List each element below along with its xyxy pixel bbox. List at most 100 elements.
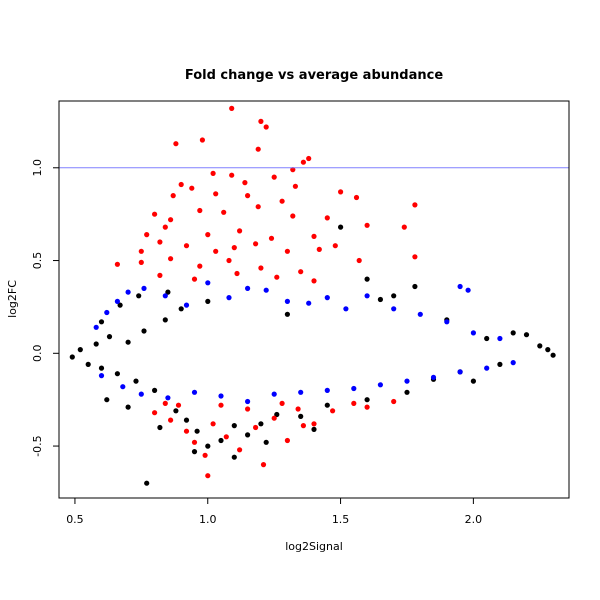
data-point-s2-35 — [268, 235, 275, 241]
data-point-s0-26 — [404, 389, 410, 395]
data-point-s2-54 — [356, 257, 362, 264]
data-point-s2-12 — [178, 181, 184, 188]
data-point-s2-29 — [324, 215, 330, 221]
data-point-s0-50 — [136, 293, 142, 299]
data-point-s1-21 — [98, 373, 105, 379]
data-point-s2-16 — [170, 193, 176, 199]
data-point-s2-34 — [237, 228, 243, 234]
data-point-s2-30 — [364, 222, 370, 228]
data-point-s0-42 — [157, 424, 163, 431]
data-point-s1-35 — [457, 369, 463, 375]
data-point-s0-25 — [364, 397, 370, 403]
data-point-s2-19 — [279, 198, 285, 204]
data-point-s2-80 — [245, 406, 251, 412]
data-point-s2-6 — [300, 159, 306, 165]
data-point-s2-32 — [162, 224, 168, 230]
data-point-s0-24 — [324, 402, 330, 408]
data-point-s2-43 — [253, 241, 259, 247]
data-point-s0-37 — [412, 283, 418, 290]
data-point-s0-14 — [194, 428, 200, 434]
data-point-s2-50 — [197, 263, 203, 269]
data-point-s2-1 — [258, 118, 264, 124]
data-point-s2-26 — [221, 209, 227, 215]
data-point-s2-11 — [290, 167, 296, 173]
data-point-s0-45 — [263, 439, 269, 445]
data-point-s1-28 — [271, 391, 277, 397]
data-point-s2-61 — [152, 410, 158, 416]
data-point-s0-41 — [125, 404, 131, 410]
data-point-s0-29 — [484, 335, 490, 342]
data-point-s0-10 — [152, 387, 158, 393]
data-point-s0-18 — [245, 432, 251, 438]
data-point-s2-39 — [157, 239, 163, 245]
data-point-s1-16 — [391, 306, 397, 312]
data-point-s0-32 — [545, 347, 551, 353]
data-point-s2-78 — [205, 473, 211, 479]
data-point-s1-12 — [306, 300, 312, 306]
data-point-s2-44 — [284, 248, 290, 254]
data-point-s2-76 — [351, 400, 357, 406]
data-point-s0-6 — [114, 371, 120, 377]
data-point-s0-36 — [311, 426, 317, 432]
x-tick-label: 1.0 — [199, 513, 217, 526]
data-point-s2-75 — [330, 408, 336, 414]
data-point-s1-1 — [104, 309, 110, 316]
data-point-s2-41 — [213, 248, 219, 254]
data-point-s1-39 — [465, 287, 471, 293]
data-point-s1-37 — [510, 360, 516, 366]
data-point-s2-72 — [284, 437, 290, 444]
data-point-s0-49 — [117, 302, 123, 308]
data-point-s1-30 — [324, 387, 330, 393]
x-tick-label: 0.5 — [66, 513, 84, 526]
data-point-s2-27 — [255, 204, 261, 210]
data-point-s2-82 — [364, 404, 370, 410]
data-point-s0-5 — [106, 334, 113, 340]
data-point-s0-3 — [93, 341, 99, 347]
data-point-s1-6 — [183, 302, 190, 308]
data-point-s1-33 — [404, 378, 410, 384]
data-point-s0-30 — [510, 330, 516, 336]
data-point-s0-55 — [523, 332, 530, 338]
data-point-s2-62 — [168, 417, 174, 423]
data-point-s1-29 — [298, 389, 304, 395]
data-point-s1-17 — [417, 311, 423, 317]
data-point-s2-9 — [229, 172, 235, 178]
y-axis: -0.5 0.0 0.5 1.0 — [31, 159, 60, 457]
data-point-s2-60 — [311, 278, 317, 284]
data-point-s2-0 — [229, 105, 235, 111]
data-point-s1-15 — [364, 293, 370, 299]
data-point-s0-47 — [377, 296, 383, 303]
data-point-s2-84 — [175, 402, 182, 408]
data-point-s1-26 — [218, 393, 224, 399]
data-point-s0-52 — [364, 276, 370, 282]
data-point-s1-2 — [114, 298, 120, 304]
data-point-s2-15 — [292, 183, 298, 189]
data-point-s1-9 — [245, 285, 251, 291]
data-point-s0-2 — [85, 361, 91, 367]
data-point-s2-56 — [157, 272, 163, 278]
data-point-s1-7 — [205, 280, 211, 286]
data-point-s1-8 — [226, 295, 232, 301]
data-point-s0-11 — [162, 317, 168, 323]
data-point-s2-37 — [401, 224, 407, 230]
data-point-s1-19 — [470, 330, 476, 336]
data-point-s0-53 — [391, 293, 397, 299]
data-point-s1-0 — [93, 324, 99, 330]
data-point-s2-7 — [306, 155, 312, 162]
data-point-s0-34 — [144, 480, 150, 486]
data-point-s1-24 — [165, 395, 171, 401]
data-point-s0-4 — [98, 365, 105, 371]
data-point-s2-10 — [271, 174, 277, 180]
data-point-s1-20 — [497, 335, 503, 342]
data-point-s0-19 — [258, 421, 264, 427]
data-point-s2-48 — [138, 259, 144, 265]
data-point-s1-13 — [324, 295, 330, 301]
data-point-s1-4 — [141, 285, 147, 291]
data-point-s1-3 — [125, 289, 131, 295]
data-point-s2-18 — [245, 193, 251, 199]
y-tick-label: 0.0 — [31, 345, 44, 363]
data-point-s2-21 — [353, 194, 360, 201]
data-point-s0-35 — [338, 224, 344, 230]
y-tick-label: 1.0 — [31, 159, 44, 177]
